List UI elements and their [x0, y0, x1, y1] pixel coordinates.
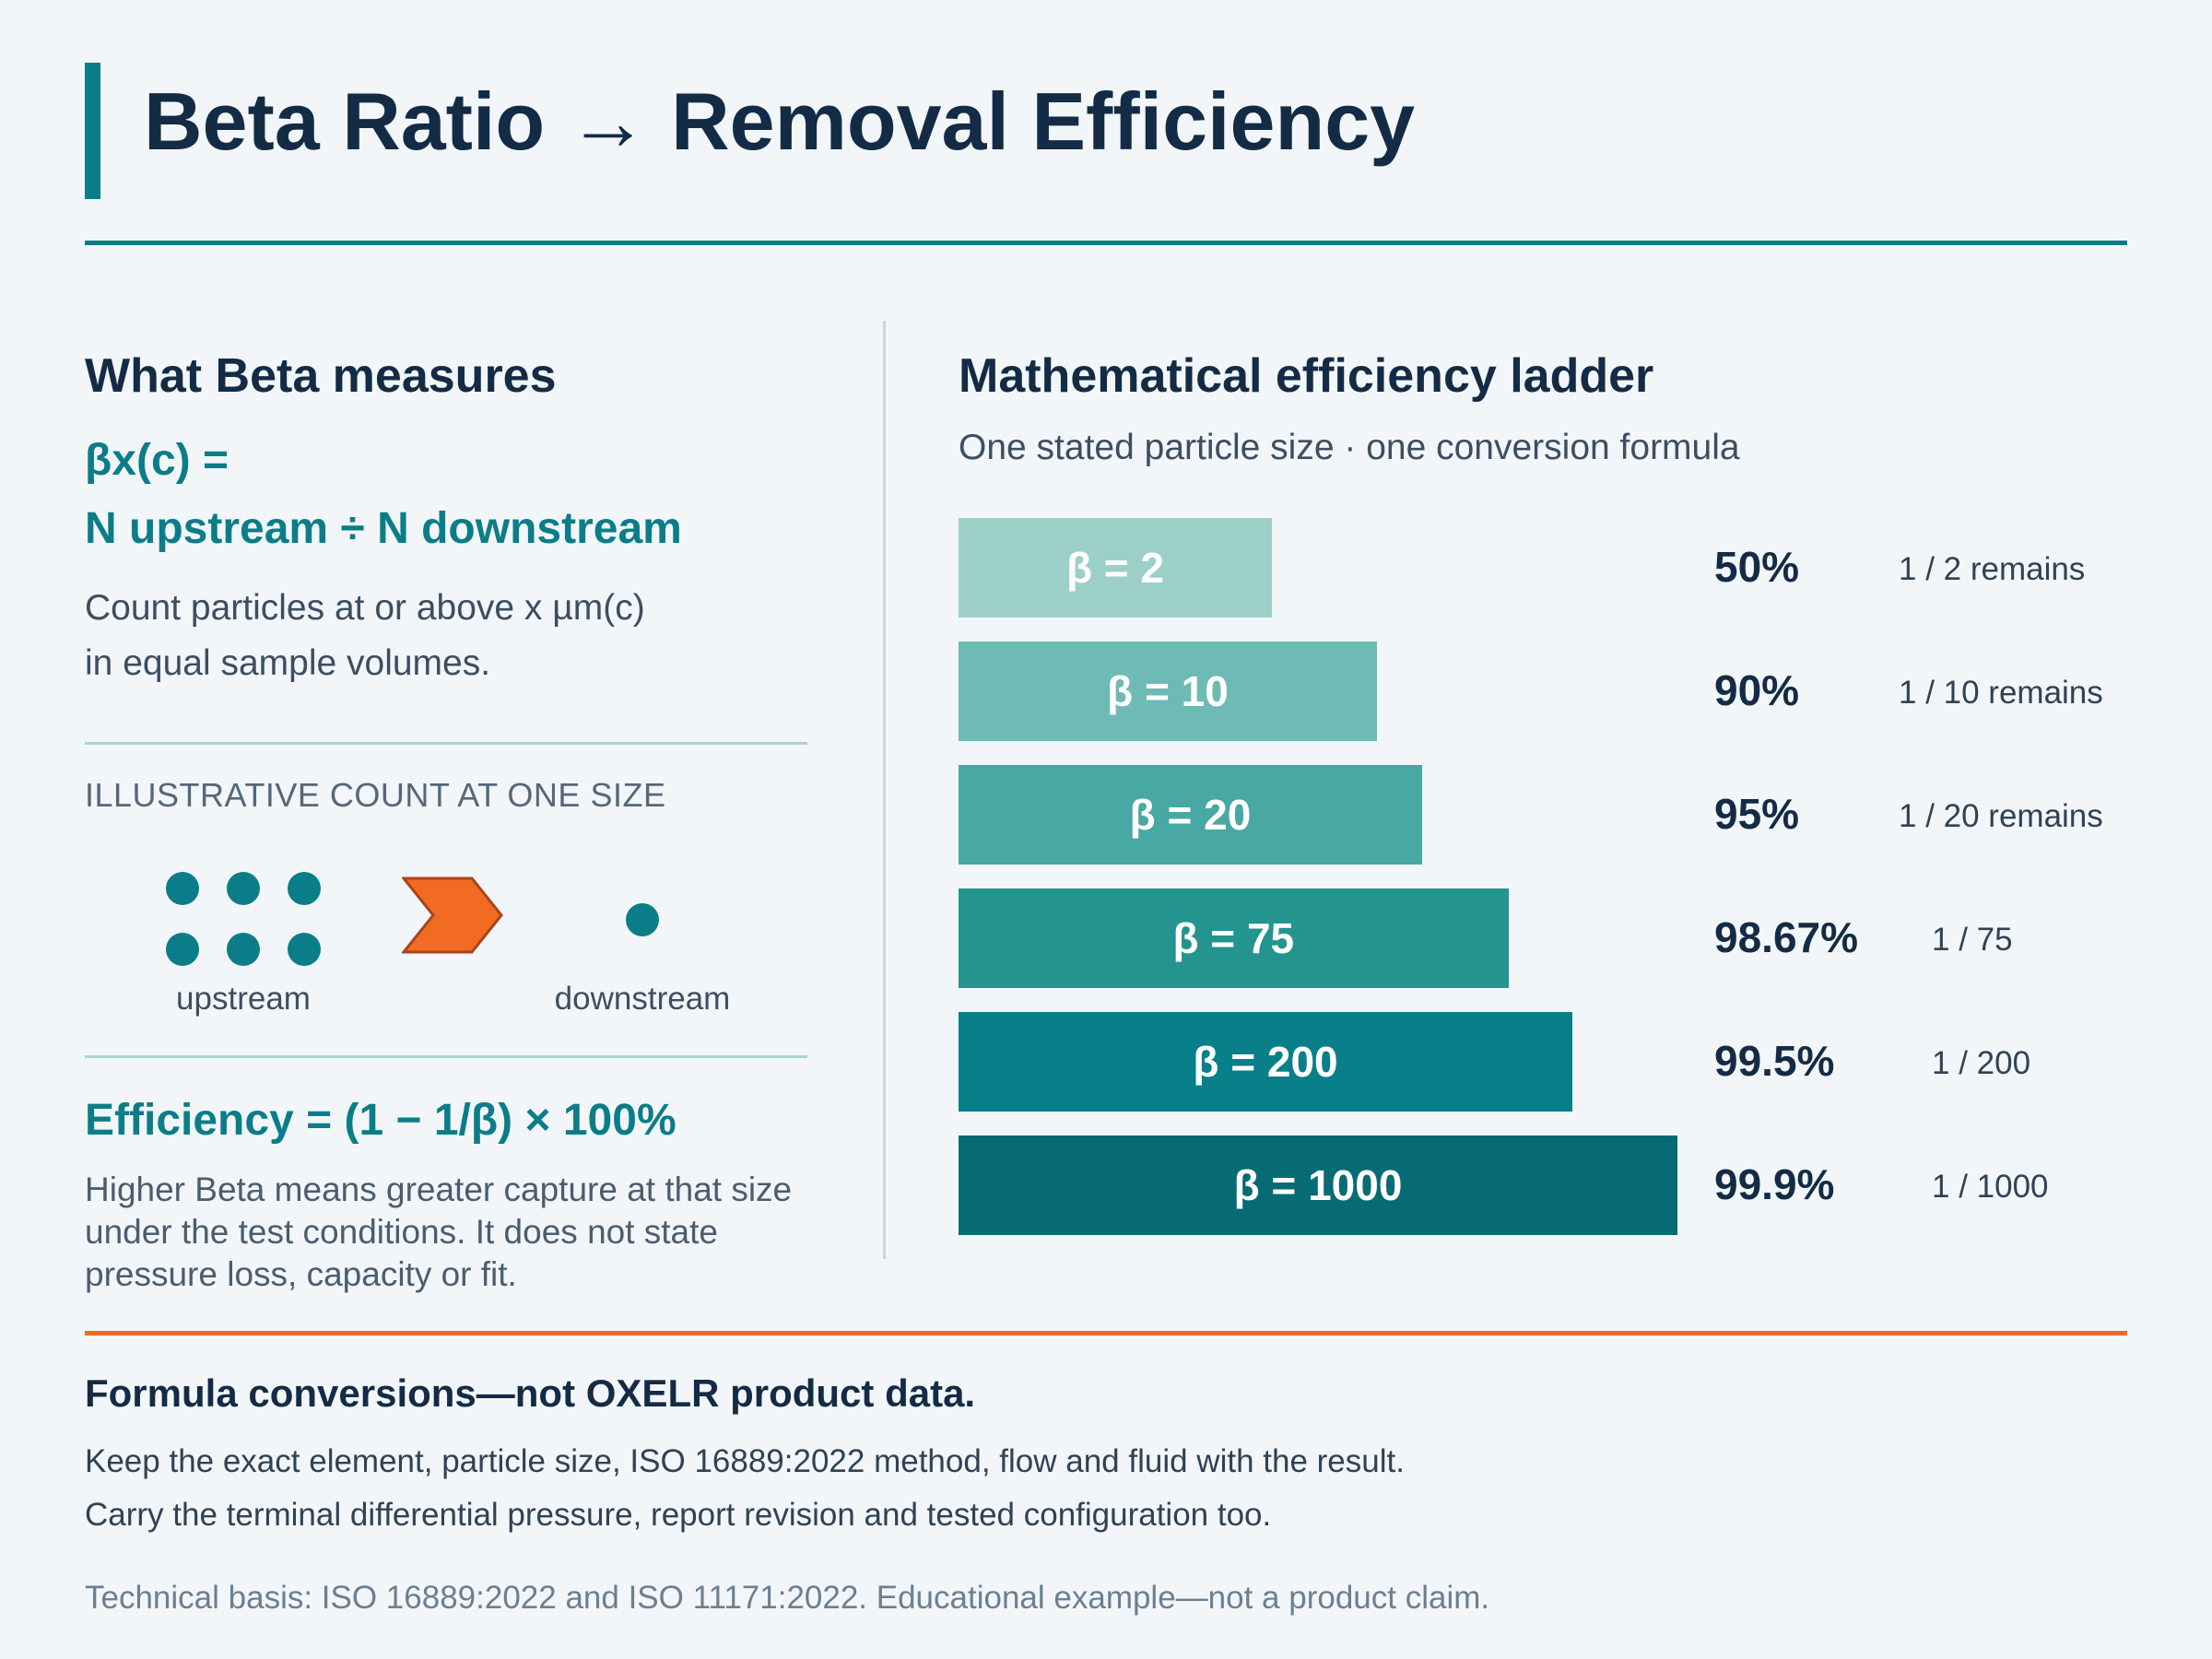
- column-divider: [883, 321, 886, 1259]
- upstream-particle-dot: [288, 933, 321, 966]
- footer-divider: [85, 1331, 2127, 1335]
- left-divider-2: [85, 1055, 807, 1058]
- downstream-particle-dot: [626, 903, 659, 936]
- ladder-efficiency-label: 50%: [1714, 543, 1800, 591]
- beta-description-line1: Count particles at or above x µm(c): [85, 588, 645, 628]
- ladder-bar-label: β = 75: [1172, 914, 1295, 962]
- ladder-subheading: One stated particle size · one conversio…: [959, 428, 1740, 467]
- beta-description: Count particles at or above x µm(c) in e…: [85, 581, 645, 691]
- ladder-remaining-label: 1 / 1000: [1932, 1169, 2049, 1205]
- beta-note-line3: pressure loss, capacity or fit.: [85, 1255, 517, 1293]
- ladder-bar: β = 200: [959, 1012, 1573, 1112]
- beta-formula-line1: βx(c) =: [85, 436, 229, 485]
- upstream-particle-dot: [166, 872, 199, 905]
- ladder-bar: β = 1000: [959, 1135, 1677, 1235]
- ladder-heading: Mathematical efficiency ladder: [959, 349, 1654, 403]
- beta-note-line2: under the test conditions. It does not s…: [85, 1213, 718, 1251]
- ladder-bar-label: β = 10: [1107, 667, 1229, 715]
- footer-line-1: Keep the exact element, particle size, I…: [85, 1443, 1405, 1479]
- ladder-efficiency-label: 99.9%: [1714, 1160, 1835, 1208]
- ladder-remaining-label: 1 / 2 remains: [1899, 551, 2086, 587]
- left-heading: What Beta measures: [85, 349, 557, 403]
- beta-note: Higher Beta means greater capture at tha…: [85, 1169, 792, 1296]
- ladder-efficiency-label: 90%: [1714, 666, 1800, 714]
- ladder-bar: β = 10: [959, 641, 1377, 741]
- ladder-bar-label: β = 1000: [1233, 1161, 1403, 1209]
- upstream-particle-dot: [227, 872, 260, 905]
- footer-note: Technical basis: ISO 16889:2022 and ISO …: [85, 1580, 1490, 1616]
- ladder-bar: β = 2: [959, 518, 1272, 618]
- upstream-particle-dot: [166, 933, 199, 966]
- upstream-particle-dot: [227, 933, 260, 966]
- efficiency-formula: Efficiency = (1 − 1/β) × 100%: [85, 1096, 677, 1145]
- ladder-remaining-label: 1 / 200: [1932, 1045, 2031, 1081]
- page-title: Beta Ratio → Removal Efficiency: [144, 76, 1416, 167]
- ladder-remaining-label: 1 / 20 remains: [1899, 798, 2103, 834]
- ladder-bar-label: β = 200: [1193, 1038, 1338, 1086]
- left-divider-1: [85, 742, 807, 745]
- upstream-particle-dot: [288, 872, 321, 905]
- footer-heading: Formula conversions—not OXELR product da…: [85, 1371, 976, 1415]
- ladder-remaining-label: 1 / 75: [1932, 922, 2013, 958]
- beta-description-line2: in equal sample volumes.: [85, 643, 491, 683]
- ladder-bar: β = 75: [959, 888, 1509, 988]
- ladder-bar: β = 20: [959, 765, 1423, 865]
- ladder-efficiency-label: 99.5%: [1714, 1037, 1835, 1085]
- downstream-label: downstream: [554, 981, 731, 1017]
- title-accent-bar: [85, 63, 100, 199]
- footer-line-2: Carry the terminal differential pressure…: [85, 1497, 1272, 1533]
- ladder-remaining-label: 1 / 10 remains: [1899, 675, 2103, 711]
- header-divider: [85, 241, 2127, 245]
- ladder-bar-label: β = 2: [1065, 544, 1165, 592]
- filter-arrow-icon: [402, 877, 503, 954]
- illustration-label: ILLUSTRATIVE COUNT AT ONE SIZE: [85, 776, 666, 814]
- ladder-efficiency-label: 98.67%: [1714, 913, 1859, 961]
- upstream-label: upstream: [176, 981, 311, 1017]
- beta-formula-line2: N upstream ÷ N downstream: [85, 504, 682, 553]
- ladder-bar-label: β = 20: [1129, 791, 1252, 839]
- ladder-efficiency-label: 95%: [1714, 790, 1800, 838]
- beta-note-line1: Higher Beta means greater capture at tha…: [85, 1171, 793, 1208]
